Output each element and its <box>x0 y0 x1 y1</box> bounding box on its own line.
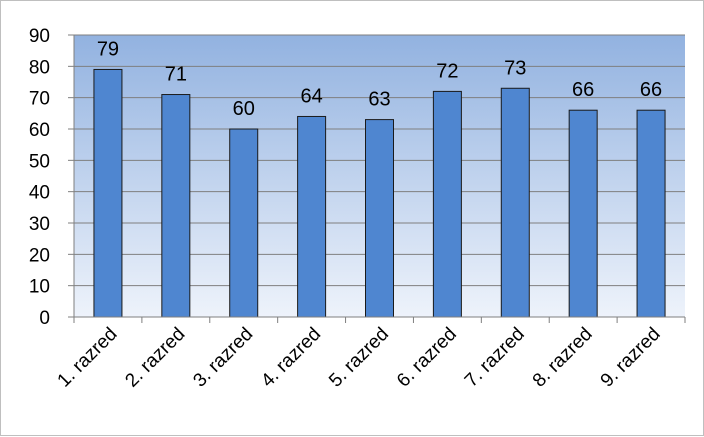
y-tick-label: 90 <box>29 26 50 47</box>
data-labels: 79 71 60 64 63 72 73 66 66 <box>97 38 662 120</box>
bar <box>568 109 598 318</box>
x-tick-label: 5. razred <box>325 324 393 392</box>
x-tick-label: 6. razred <box>393 324 461 392</box>
data-label: 72 <box>436 60 458 82</box>
axes <box>68 34 686 323</box>
y-tick-label: 50 <box>29 151 50 172</box>
x-tick-label: 7. razred <box>461 324 529 392</box>
x-tick-label: 9. razred <box>597 324 665 392</box>
bar <box>297 115 327 318</box>
data-label: 63 <box>368 89 390 111</box>
bar <box>93 68 123 318</box>
x-tick-label: 4. razred <box>257 324 325 392</box>
data-label: 79 <box>97 38 119 60</box>
bar <box>365 119 394 318</box>
y-tick-label: 10 <box>29 277 50 298</box>
y-tick-label: 30 <box>29 214 50 235</box>
data-label: 66 <box>572 79 594 101</box>
x-tick-label: 3. razred <box>189 324 257 392</box>
bar <box>432 90 462 318</box>
bars <box>93 68 666 318</box>
bar <box>229 128 259 318</box>
y-tick-label: 80 <box>29 57 50 78</box>
data-label: 71 <box>165 64 187 86</box>
y-tick-label: 60 <box>29 120 50 141</box>
x-axis-tick-labels: 1. razred 2. razred 3. razred 4. razred 5. r… <box>54 324 665 392</box>
data-label: 60 <box>233 98 255 120</box>
y-axis-tick-labels: 0 10 20 30 40 50 60 70 80 90 <box>29 26 50 329</box>
y-tick-label: 0 <box>39 308 50 329</box>
x-tick-label: 2. razred <box>121 324 189 392</box>
data-label: 73 <box>504 57 526 79</box>
x-tick-label: 1. razred <box>54 324 122 392</box>
y-tick-label: 20 <box>29 245 50 266</box>
y-tick-label: 70 <box>29 89 50 110</box>
bar <box>636 109 666 318</box>
data-label: 64 <box>300 85 322 107</box>
bar <box>161 94 191 318</box>
bar <box>500 87 530 318</box>
data-label: 66 <box>640 79 662 101</box>
x-tick-label: 8. razred <box>529 324 597 392</box>
y-tick-label: 40 <box>29 183 50 204</box>
